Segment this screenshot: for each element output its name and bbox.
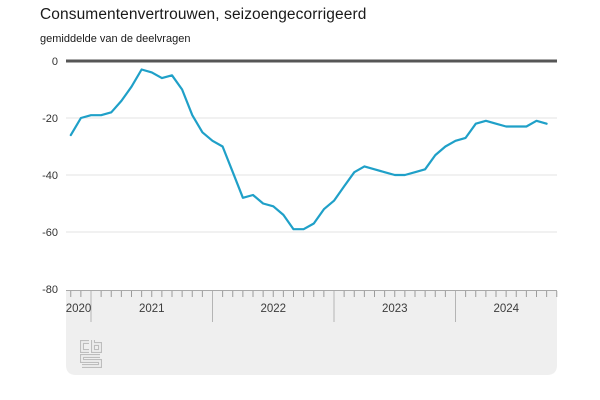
x-axis-year-label: 2023 xyxy=(382,303,408,315)
y-axis-label: -40 xyxy=(42,170,58,182)
x-axis-year-label: 2021 xyxy=(139,303,165,315)
y-axis-label: -80 xyxy=(42,284,58,296)
cbs-logo xyxy=(80,340,102,368)
y-axis-label: -20 xyxy=(42,113,58,125)
x-axis-band xyxy=(66,290,557,375)
x-axis-year-label: 2024 xyxy=(493,303,519,315)
x-axis-year-label: 2022 xyxy=(260,303,286,315)
y-axis-label: -60 xyxy=(42,227,58,239)
chart-subtitle: gemiddelde van de deelvragen xyxy=(40,33,191,45)
data-line xyxy=(69,68,548,231)
y-axis-label: 0 xyxy=(52,56,58,68)
x-axis-year-label: 2020 xyxy=(66,303,92,315)
chart-title: Consumentenvertrouwen, seizoengecorrigee… xyxy=(40,6,367,23)
